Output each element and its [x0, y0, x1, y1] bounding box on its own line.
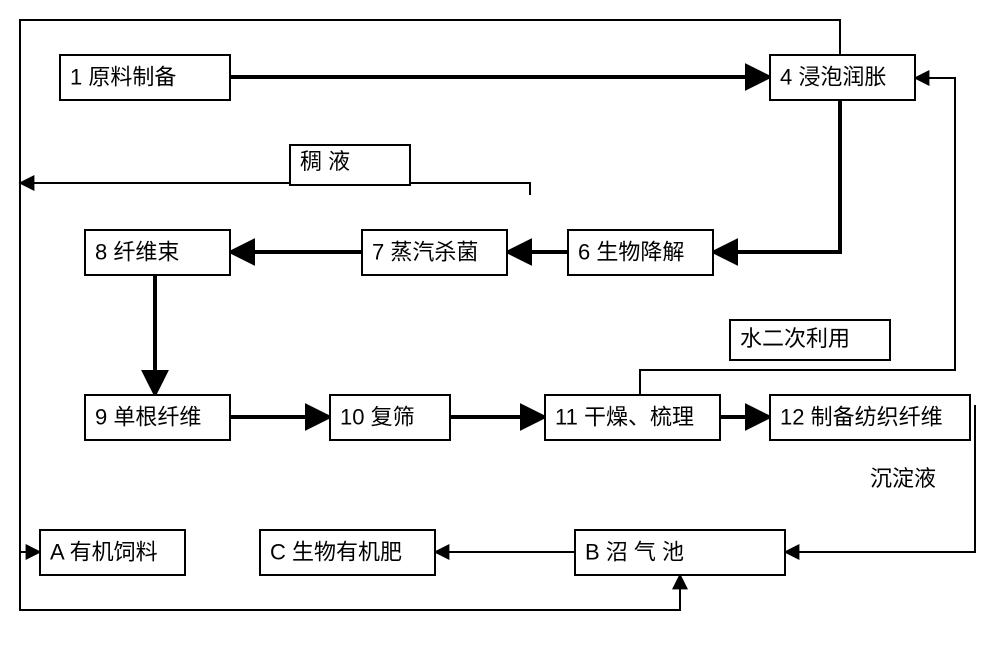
node-label-n12: 12 制备纺织纤维 [780, 404, 943, 429]
node-label-n9: 9 单根纤维 [95, 404, 201, 429]
node-label-nB: B 沼 气 池 [585, 539, 684, 564]
node-label-n8: 8 纤维束 [95, 239, 179, 264]
edge-thin_label-left_bus [20, 183, 530, 195]
flow-diagram: 1 原料制备 4 浸泡润胀 6 生物降解 7 蒸汽杀菌 8 纤维束 9 单根纤维 10 复筛… [0, 0, 1000, 651]
edge-n4-n6 [713, 100, 840, 252]
free-label-thin: 稠 液 [300, 149, 350, 174]
node-label-n4: 4 浸泡润胀 [780, 64, 886, 89]
node-label-n1: 1 原料制备 [70, 64, 176, 89]
node-label-nA: A 有机饲料 [50, 539, 158, 564]
free-label-reuse: 水二次利用 [740, 326, 850, 351]
free-label-precip: 沉淀液 [870, 466, 936, 491]
node-label-nC: C 生物有机肥 [270, 539, 402, 564]
node-label-n11: 11 干燥、梳理 [555, 404, 694, 429]
node-label-n10: 10 复筛 [340, 404, 415, 429]
node-label-n6: 6 生物降解 [578, 239, 684, 264]
node-label-n7: 7 蒸汽杀菌 [372, 239, 478, 264]
